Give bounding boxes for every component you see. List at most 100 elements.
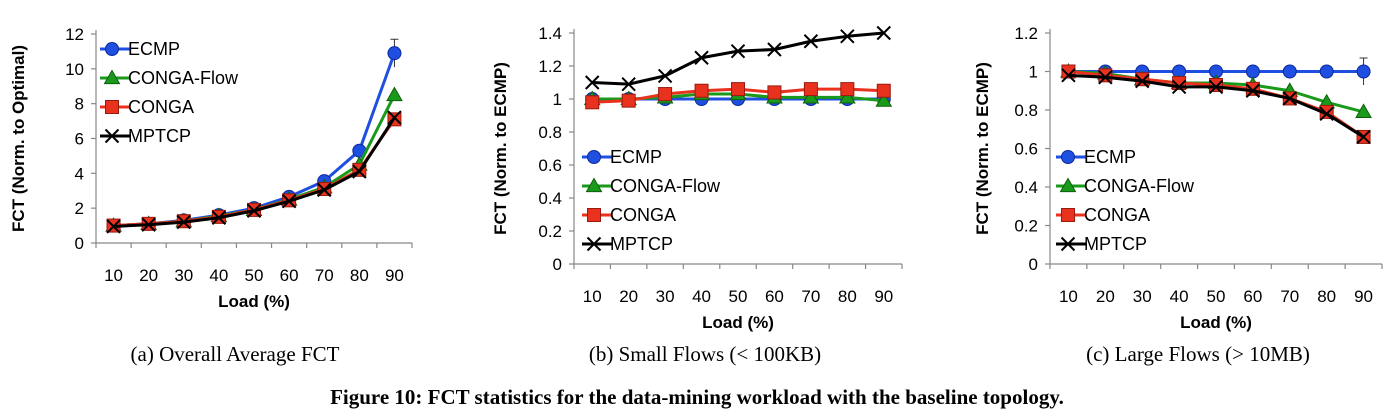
x-tick-label: 50 [245, 266, 264, 285]
y-tick-label: 10 [65, 60, 84, 79]
data-point-mptcp [1282, 91, 1297, 106]
data-point-mptcp [657, 68, 673, 84]
data-point-mptcp [1356, 129, 1371, 145]
x-tick-label: 40 [1170, 287, 1189, 306]
legend-marker [103, 69, 121, 85]
data-point-mptcp [767, 42, 782, 57]
x-tick-label: 10 [104, 266, 123, 285]
data-point-mptcp [730, 43, 746, 59]
data-point-conga [731, 82, 745, 97]
series-line-mptcp [592, 31, 884, 86]
chart-panel-3: 0 0.2 0.4 0.6 0.8 1 1.2 10 20 30 40 50 60 70 80 90 Load … [973, 24, 1383, 366]
legend-label: CONGA-Flow [128, 68, 239, 88]
data-point-conga [658, 87, 673, 102]
data-point-conga-flow [838, 88, 856, 104]
y-tick-label: 1.4 [538, 24, 562, 43]
x-tick-label: 30 [174, 266, 193, 285]
data-point-conga [585, 95, 600, 110]
legend-label: ECMP [1084, 147, 1136, 167]
data-point-conga [621, 93, 636, 108]
legend: ECMP CONGA-Flow CONGA MPTCP [1056, 147, 1195, 254]
data-point-mptcp [352, 164, 367, 179]
y-tick-label: 1.2 [1014, 24, 1038, 43]
y-tick-label: 6 [75, 130, 84, 149]
series-mptcp [106, 110, 402, 234]
x-tick-label: 70 [801, 287, 820, 306]
legend-label: CONGA [1084, 205, 1150, 225]
data-point-conga [876, 83, 891, 98]
y-axis-label: FCT (Norm. to ECMP) [491, 62, 510, 235]
x-tick-label: 80 [1317, 287, 1336, 306]
data-point-conga-flow [1355, 103, 1372, 119]
series-mptcp [585, 25, 891, 92]
data-point-mptcp [585, 75, 600, 90]
data-point-conga [767, 85, 782, 100]
legend: ECMP CONGA-Flow CONGA MPTCP [582, 147, 721, 254]
y-tick-label: 8 [75, 95, 84, 114]
chart-panel-1: 0 2 4 6 8 10 12 10 20 30 40 50 60 70 80 90 Load (%) FCT (… [9, 25, 413, 366]
subfigure-caption: (c) Large Flows (> 10MB) [1086, 342, 1310, 366]
legend-item-conga-flow: CONGA-Flow [582, 176, 721, 196]
legend-label: CONGA [128, 97, 194, 117]
x-axis-label: Load (%) [702, 313, 774, 332]
x-tick-label: 20 [139, 266, 158, 285]
series-conga [585, 82, 891, 110]
legend-item-ecmp: ECMP [100, 39, 180, 59]
data-point-mptcp [1208, 79, 1224, 95]
x-tick-label: 60 [1243, 287, 1262, 306]
legend-label: MPTCP [610, 234, 673, 254]
y-tick-label: 12 [65, 25, 84, 44]
x-tick-label: 30 [656, 287, 675, 306]
data-point-mptcp [694, 50, 709, 65]
data-point-conga [803, 82, 818, 97]
legend-item-ecmp: ECMP [1056, 147, 1136, 167]
legend-label: ECMP [610, 147, 662, 167]
data-point-conga [694, 83, 709, 98]
data-point-mptcp [176, 214, 191, 230]
y-tick-label: 0.2 [1014, 217, 1038, 236]
legend-item-mptcp: MPTCP [1056, 234, 1147, 254]
x-tick-label: 70 [1280, 287, 1299, 306]
x-tick-label: 50 [1207, 287, 1226, 306]
data-point-conga [1098, 68, 1113, 83]
legend-item-conga: CONGA [100, 97, 194, 117]
legend-item-conga-flow: CONGA-Flow [1056, 176, 1195, 196]
data-point-mptcp [876, 25, 891, 41]
legend-marker [586, 236, 602, 252]
data-point-mptcp [211, 210, 227, 225]
legend-marker [1059, 177, 1077, 193]
x-axis-label: Load (%) [1180, 313, 1252, 332]
data-point-mptcp [1135, 73, 1150, 89]
data-point-mptcp [106, 219, 121, 234]
data-point-conga-flow [802, 88, 820, 104]
legend-item-conga-flow: CONGA-Flow [100, 68, 239, 88]
x-tick-label: 20 [619, 287, 638, 306]
figure-caption: Figure 10: FCT statistics for the data-m… [330, 385, 1064, 409]
legend-item-mptcp: MPTCP [100, 126, 191, 146]
y-axis-label: FCT (Norm. to ECMP) [973, 62, 992, 235]
y-tick-label: 0.6 [1014, 140, 1038, 159]
x-tick-label: 10 [1059, 287, 1078, 306]
x-tick-label: 90 [1354, 287, 1373, 306]
legend-label: MPTCP [1084, 234, 1147, 254]
x-tick-label: 10 [583, 287, 602, 306]
data-point-ecmp [387, 46, 402, 61]
data-point-mptcp [317, 182, 332, 198]
legend-item-conga: CONGA [582, 205, 676, 225]
data-point-mptcp [387, 110, 402, 125]
chart-panel-2: 0 0.2 0.4 0.6 0.8 1 1.2 1.4 10 20 30 40 50 60 70 80 90 Lo… [491, 24, 903, 366]
y-tick-label: 4 [75, 164, 84, 183]
x-tick-label: 50 [729, 287, 748, 306]
legend-marker [1060, 236, 1076, 252]
x-tick-label: 40 [692, 287, 711, 306]
data-point-mptcp [840, 29, 855, 44]
x-axis-label: Load (%) [218, 292, 290, 311]
x-tick-label: 60 [280, 266, 299, 285]
data-point-mptcp [1319, 106, 1334, 122]
y-tick-label: 0 [75, 234, 84, 253]
data-point-conga [840, 82, 855, 97]
y-tick-label: 1.2 [538, 57, 562, 76]
data-point-mptcp [1061, 68, 1076, 83]
data-point-ecmp [1282, 64, 1297, 79]
